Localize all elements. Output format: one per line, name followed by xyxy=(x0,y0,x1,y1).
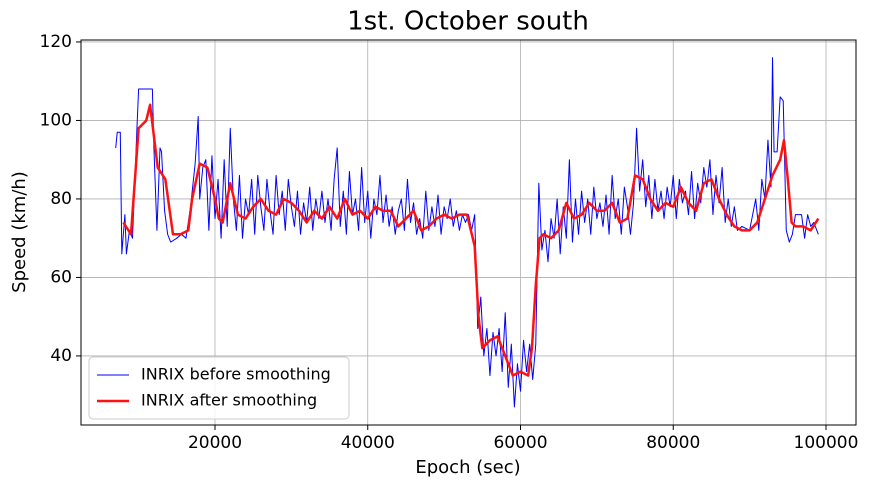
plot-frame xyxy=(80,39,857,426)
x-tick-label: 80000 xyxy=(646,433,700,453)
y-tick-label: 120 xyxy=(40,32,72,52)
y-tick-label: 60 xyxy=(50,267,72,287)
chart-title: 1st. October south xyxy=(347,7,589,37)
x-tick-label: 20000 xyxy=(188,433,242,453)
x-tick-label: 40000 xyxy=(341,433,395,453)
plot-lines xyxy=(115,57,820,408)
y-tick-label: 80 xyxy=(50,189,72,209)
legend-box xyxy=(88,356,350,420)
x-tick-label: 100000 xyxy=(794,433,859,453)
legend-label: INRIX after smoothing xyxy=(141,391,317,410)
y-axis-label: Speed (km/h) xyxy=(9,171,30,293)
y-tick-label: 40 xyxy=(50,346,72,366)
y-tick-label: 100 xyxy=(40,110,72,130)
x-tick-label: 60000 xyxy=(493,433,547,453)
series-line xyxy=(122,103,820,377)
grid xyxy=(81,40,856,425)
legend: INRIX before smoothing INRIX after smooth… xyxy=(88,356,350,420)
series-line xyxy=(115,57,819,408)
legend-label: INRIX before smoothing xyxy=(141,365,331,384)
x-axis-label: Epoch (sec) xyxy=(415,457,520,478)
